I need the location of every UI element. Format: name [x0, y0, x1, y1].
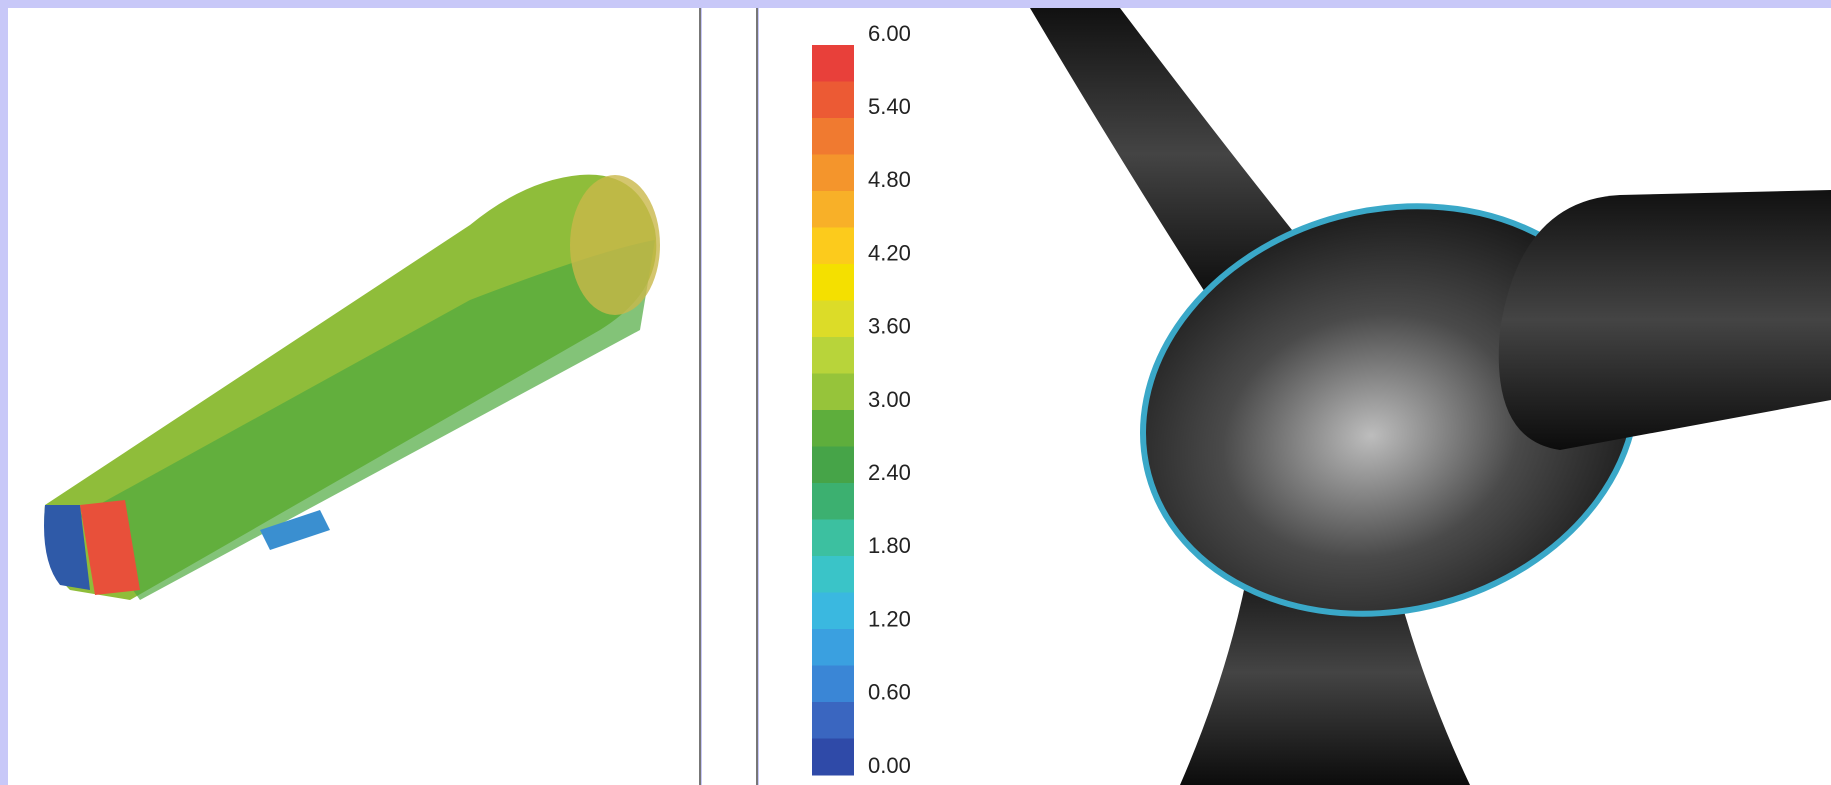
gap-panel: [702, 8, 757, 785]
colorbar-segment: [812, 483, 854, 520]
colorbar-segment: [812, 118, 854, 155]
colorbar-label: 3.00: [868, 387, 911, 412]
colorbar-segment: [812, 593, 854, 630]
colorbar-segment: [812, 337, 854, 374]
colorbar-segment: [812, 702, 854, 739]
colorbar-segment: [812, 264, 854, 301]
colorbar-label: 1.20: [868, 606, 911, 631]
colorbar-label: 2.40: [868, 460, 911, 485]
colorbar-segment: [812, 191, 854, 228]
page: 6.00 5.40 4.80 4.20 3.60 3.00 2.40 1.80 1.20 0.60…: [0, 0, 1831, 785]
colorbar-label: 5.40: [868, 94, 911, 119]
colorbar-segment: [812, 155, 854, 192]
colorbar-segment: [812, 82, 854, 119]
colorbar-label: 4.80: [868, 167, 911, 192]
colorbar-label: 0.00: [868, 753, 911, 778]
colorbar-segment: [812, 228, 854, 265]
colorbar-segment: [812, 629, 854, 666]
colorbar-segment: [812, 447, 854, 484]
colorbar-segment: [812, 556, 854, 593]
colorbar-segment: [812, 520, 854, 557]
colorbar-segment: [812, 301, 854, 338]
colorbar-label: 6.00: [868, 21, 911, 46]
colorbar-segment: [812, 666, 854, 703]
colorbar-label: 4.20: [868, 240, 911, 265]
colorbar-label: 3.60: [868, 314, 911, 339]
colorbar-label: 0.60: [868, 680, 911, 705]
colorbar-label: 1.80: [868, 533, 911, 558]
colorbar-segment: [812, 374, 854, 411]
colorbar-segment: [812, 739, 854, 776]
colorbar-segment: [812, 410, 854, 447]
scene: 6.00 5.40 4.80 4.20 3.60 3.00 2.40 1.80 1.20 0.60…: [0, 0, 1831, 785]
colorbar-segment: [812, 45, 854, 82]
